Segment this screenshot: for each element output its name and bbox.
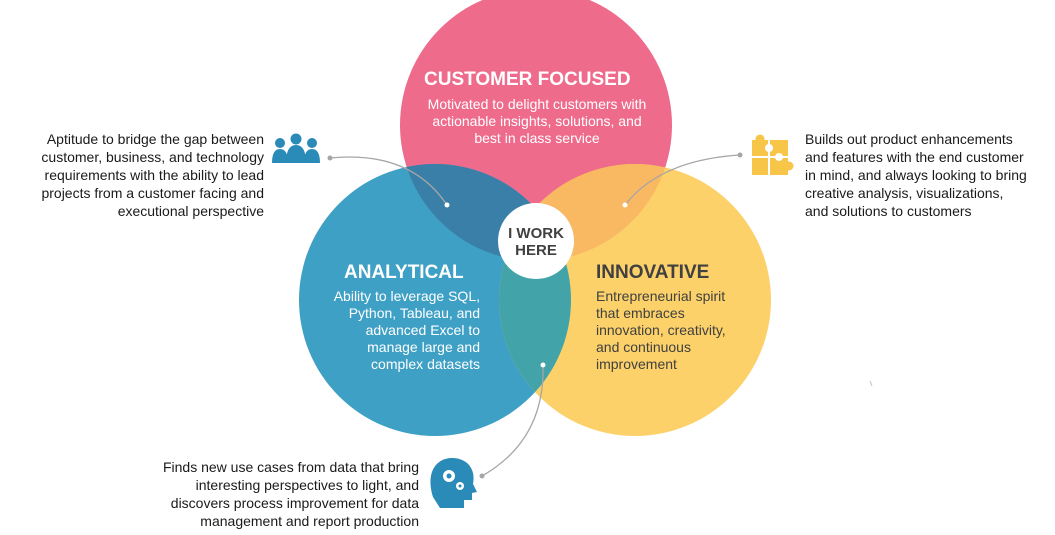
analytical-title: ANALYTICAL xyxy=(344,262,464,283)
callout-left-line: executional perspective xyxy=(117,203,264,219)
connector-left xyxy=(329,156,448,206)
innovative-body-line: that embraces xyxy=(596,305,685,321)
customer-body-line: Motivated to delight customers with xyxy=(427,96,647,112)
callout-left-line: projects from a customer facing and xyxy=(41,185,264,201)
analytical-body-line: Python, Tableau, and xyxy=(348,305,480,321)
customer-body-line: actionable insights, solutions, and xyxy=(432,113,642,129)
analytical-body-line: manage large and xyxy=(367,339,480,355)
callout-left-line: requirements with the ability to lead xyxy=(44,167,264,183)
connector-left-dot-end xyxy=(444,202,450,208)
callout-right-line: Builds out product enhancements xyxy=(805,131,1013,147)
connector-right-dot-end xyxy=(622,202,628,208)
innovative-body-line: innovation, creativity, xyxy=(596,322,726,338)
customer-title: CUSTOMER FOCUSED xyxy=(424,69,631,90)
stray-mark xyxy=(869,380,873,387)
innovative-body-line: and continuous xyxy=(596,339,691,355)
customer-body-line: best in class service xyxy=(474,130,600,146)
innovative-body: Entrepreneurial spirit that embraces inn… xyxy=(596,288,776,373)
callout-bottom-line: interesting perspectives to light, and xyxy=(195,477,419,493)
callout-bottom-line: management and report production xyxy=(200,513,419,529)
innovative-body-line: Entrepreneurial spirit xyxy=(596,288,726,304)
analytical-body: Ability to leverage SQL, Python, Tableau… xyxy=(300,288,480,373)
customer-body: Motivated to delight customers with acti… xyxy=(406,96,668,147)
callout-bottom-line: Finds new use cases from data that bring xyxy=(162,459,419,475)
callout-right-text: Builds out product enhancements and feat… xyxy=(805,130,1050,220)
connector-bottom-dot-start xyxy=(540,362,546,368)
callout-left-line: customer, business, and technology xyxy=(41,149,264,165)
analytical-body-line: complex datasets xyxy=(371,356,480,372)
head-gears-icon xyxy=(430,458,477,508)
callout-bottom-text: Finds new use cases from data that bring… xyxy=(140,458,419,530)
puzzle-icon xyxy=(752,134,794,175)
callout-left-text: Aptitude to bridge the gap between custo… xyxy=(14,130,264,220)
callout-right-line: and features with the end customer xyxy=(805,149,1024,165)
connector-left-dot-start xyxy=(327,155,333,161)
center-label: I WORK HERE xyxy=(496,225,576,259)
analytical-body-line: Ability to leverage SQL, xyxy=(333,288,480,304)
connector-bottom xyxy=(481,364,544,477)
center-circle xyxy=(498,203,574,279)
callout-left-line: Aptitude to bridge the gap between xyxy=(46,131,264,147)
callout-bottom-line: discovers process improvement for data xyxy=(170,495,419,511)
analytical-body-line: advanced Excel to xyxy=(365,322,480,338)
callout-right-line: in mind, and always looking to bring xyxy=(805,167,1027,183)
innovative-title: INNOVATIVE xyxy=(596,262,710,283)
team-icon xyxy=(272,133,320,163)
callout-right-line: creative analysis, visualizations, xyxy=(805,185,1004,201)
center-label-line1: I WORK xyxy=(508,225,564,242)
connector-right-dot-start xyxy=(737,152,743,158)
innovative-body-line: improvement xyxy=(596,356,677,372)
connector-bottom-dot-end xyxy=(479,473,485,479)
connector-right xyxy=(624,154,741,206)
callout-right-line: and solutions to customers xyxy=(805,203,972,219)
center-label-line2: HERE xyxy=(515,242,557,259)
